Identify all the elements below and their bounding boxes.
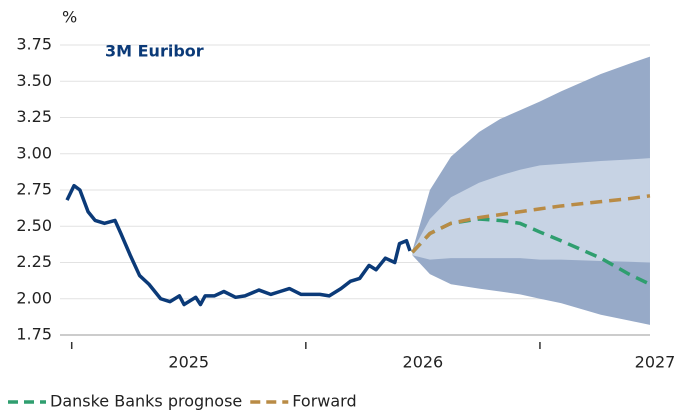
- y-tick-label: 2.75: [16, 180, 52, 199]
- line: [411, 194, 651, 254]
- y-tick-label: 3.75: [16, 35, 52, 54]
- y-axis-label: %: [62, 8, 77, 27]
- y-tick-label: 3.00: [16, 143, 52, 162]
- y-tick-label: 2.00: [16, 288, 52, 307]
- y-tick-label: 3.50: [16, 71, 52, 90]
- legend-label: Forward: [292, 392, 356, 411]
- legend-label: Danske Banks prognose: [50, 392, 242, 411]
- x-tick-label: 2025: [168, 353, 209, 372]
- y-tick-label: 2.25: [16, 252, 52, 271]
- y-tick-label: 3.25: [16, 107, 52, 126]
- line: [65, 183, 412, 307]
- x-tick-label: 2026: [403, 353, 444, 372]
- x-tick-label: 2027: [635, 353, 675, 372]
- chart-title: 3M Euribor: [105, 42, 204, 61]
- y-tick-label: 1.75: [16, 325, 52, 344]
- confidence-band: [412, 158, 650, 263]
- y-tick-label: 2.50: [16, 216, 52, 235]
